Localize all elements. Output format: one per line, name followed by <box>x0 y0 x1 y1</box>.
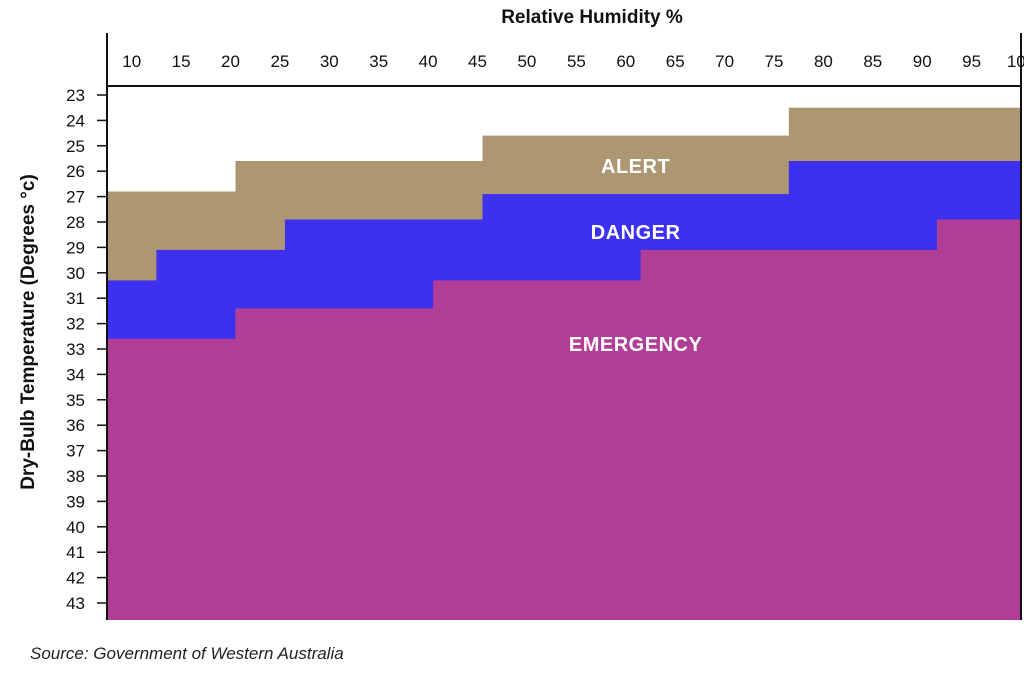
y-tick-label: 39 <box>66 492 85 511</box>
zone-labels: ALERT DANGER EMERGENCY <box>569 156 703 356</box>
x-tick-label: 25 <box>270 52 289 71</box>
y-tick-label: 37 <box>66 442 85 461</box>
x-tick-label: 10 <box>122 52 141 71</box>
y-tick-label: 38 <box>66 467 85 486</box>
x-tick-label: 70 <box>715 52 734 71</box>
zone-emergency-step-3 <box>640 249 938 620</box>
y-tick-label: 26 <box>66 162 85 181</box>
y-tick-label: 30 <box>66 264 85 283</box>
x-tick-label: 50 <box>517 52 536 71</box>
y-tick-label: 24 <box>66 111 85 130</box>
y-tick-label: 35 <box>66 391 85 410</box>
zone-label-emergency: EMERGENCY <box>569 334 703 356</box>
y-tick-label: 43 <box>66 594 85 613</box>
zone-label-alert: ALERT <box>601 156 670 178</box>
zone-emergency-step-4 <box>937 219 1022 620</box>
y-tick-label: 31 <box>66 289 85 308</box>
zone-emergency-step-1 <box>235 308 434 620</box>
x-tick-label: 35 <box>369 52 388 71</box>
x-tick-label: 30 <box>320 52 339 71</box>
x-tick-label: 55 <box>567 52 586 71</box>
x-tick-label: 40 <box>419 52 438 71</box>
x-axis-title: Relative Humidity % <box>501 7 683 28</box>
x-tick-label: 65 <box>666 52 685 71</box>
x-tick-label: 20 <box>221 52 240 71</box>
y-axis-ticks: 23 24 25 26 27 28 29 30 31 32 33 34 35 36 37 38 39 40 41 42… <box>66 86 107 613</box>
x-tick-label: 90 <box>913 52 932 71</box>
y-tick-label: 28 <box>66 213 85 232</box>
y-tick-label: 36 <box>66 416 85 435</box>
zone-emergency-step-2 <box>433 280 642 620</box>
y-tick-label: 25 <box>66 137 85 156</box>
y-tick-label: 23 <box>66 86 85 105</box>
y-axis-title: Dry-Bulb Temperature (Degrees °c) <box>18 174 39 490</box>
x-axis-ticks: 10 15 20 25 30 35 40 45 50 55 60 65 70 75 80 85 90 95 100 <box>122 52 1024 71</box>
zone-areas <box>107 107 1022 620</box>
x-tick-label: 60 <box>616 52 635 71</box>
y-tick-label: 41 <box>66 543 85 562</box>
x-tick-label: 100 <box>1007 52 1024 71</box>
x-tick-label: 80 <box>814 52 833 71</box>
chart-frame <box>106 33 1022 620</box>
y-tick-label: 32 <box>66 315 85 334</box>
x-tick-label: 85 <box>863 52 882 71</box>
y-tick-label: 29 <box>66 238 85 257</box>
y-tick-label: 27 <box>66 188 85 207</box>
zone-label-danger: DANGER <box>591 222 681 244</box>
x-tick-label: 45 <box>468 52 487 71</box>
y-tick-label: 33 <box>66 340 85 359</box>
x-tick-label: 75 <box>765 52 784 71</box>
zone-emergency-step-0 <box>107 338 237 620</box>
source-note: Source: Government of Western Australia <box>30 644 344 663</box>
x-tick-label: 95 <box>962 52 981 71</box>
y-tick-label: 34 <box>66 365 85 384</box>
x-tick-label: 15 <box>172 52 191 71</box>
heat-stress-chart: 101520253035404550556065707580859095100 … <box>18 7 1024 620</box>
y-tick-label: 42 <box>66 569 85 588</box>
y-tick-label: 40 <box>66 518 85 537</box>
